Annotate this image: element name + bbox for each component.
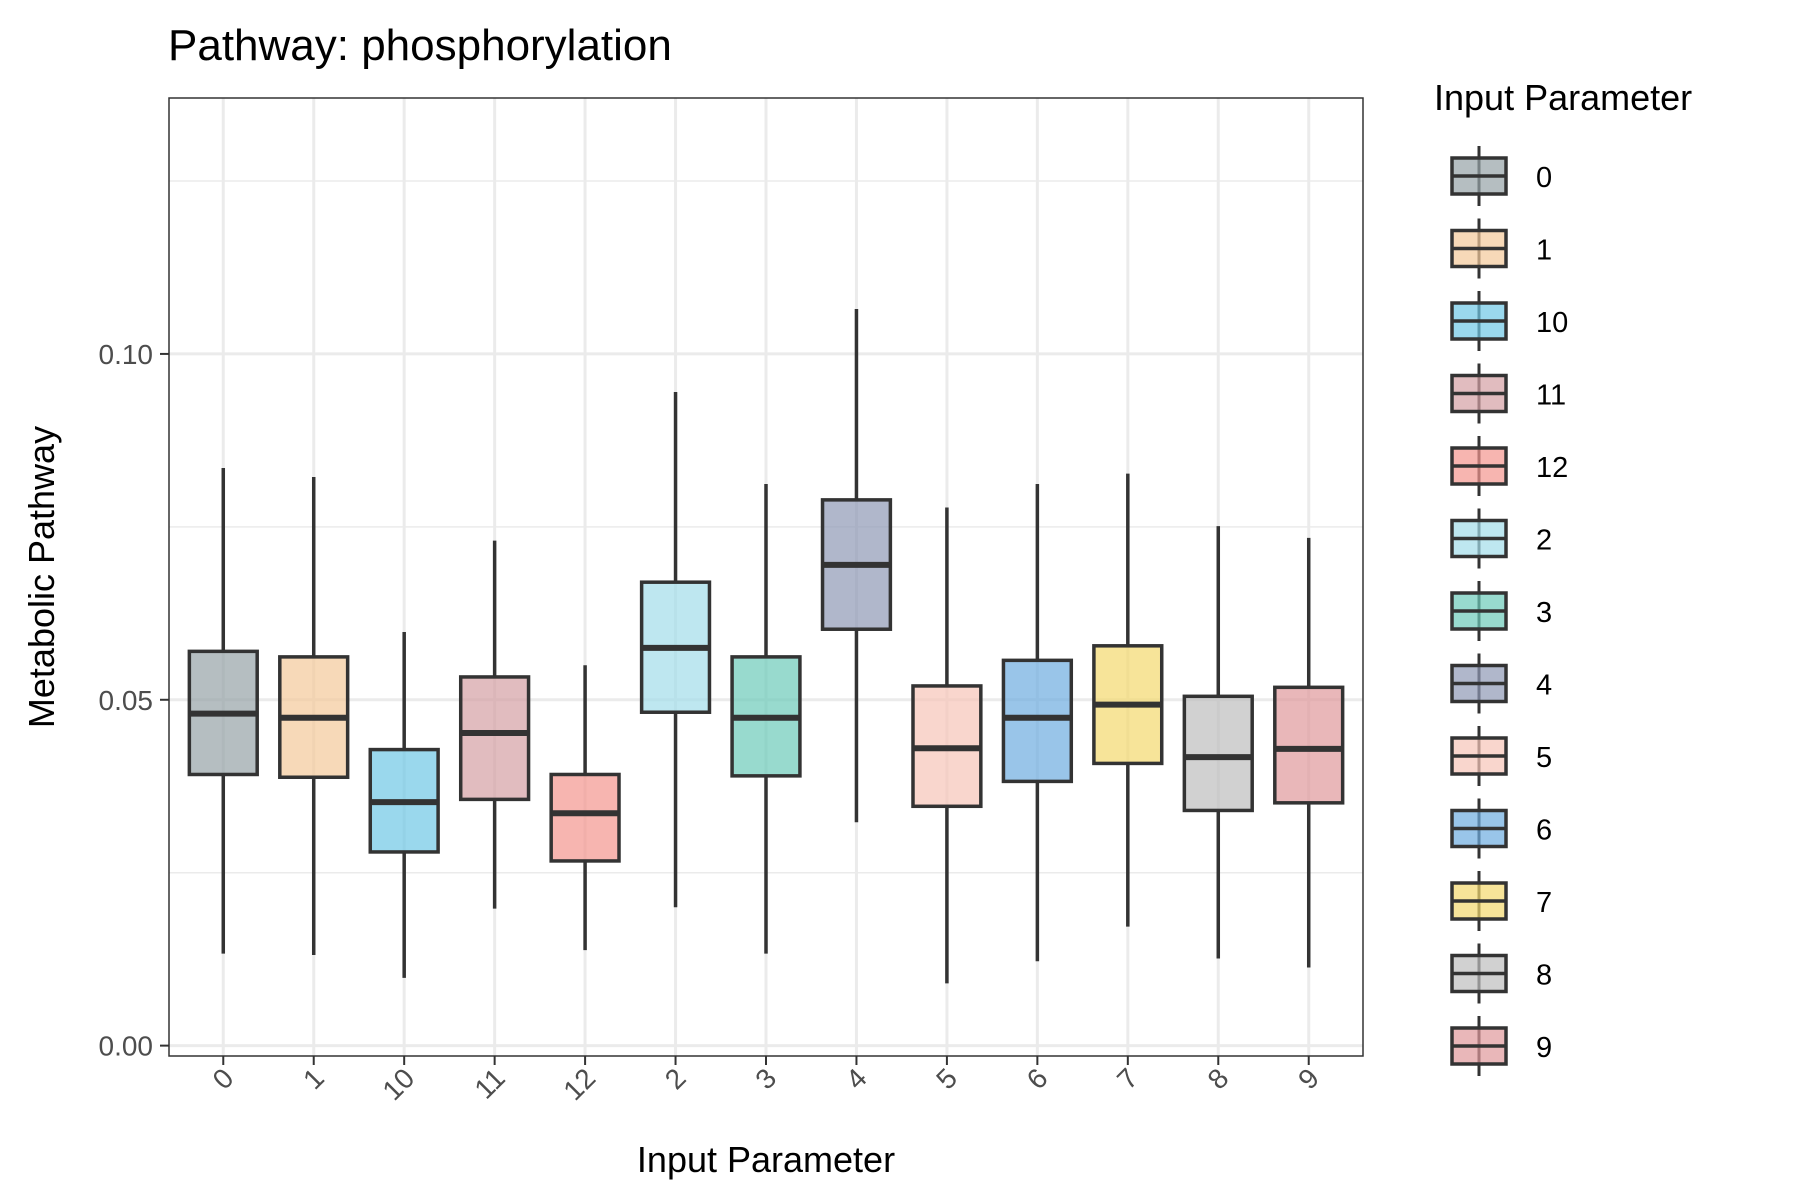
- box-4: [820, 308, 893, 823]
- box-11: [458, 540, 531, 909]
- legend-item-0: 0: [1450, 146, 1552, 206]
- legend-item-3: 3: [1450, 581, 1552, 641]
- box-body: [458, 675, 531, 802]
- legend-item-9: 9: [1450, 1016, 1552, 1076]
- y-tick-label: 0.00: [99, 1031, 154, 1062]
- box-body: [549, 772, 621, 863]
- legend-item-11: 11: [1450, 363, 1566, 424]
- box-body: [1273, 685, 1345, 805]
- x-tick-label: 9: [1292, 1062, 1325, 1095]
- legend-item-12: 12: [1450, 436, 1568, 496]
- legend-item-10: 10: [1450, 291, 1568, 351]
- legend-label: 2: [1536, 525, 1552, 557]
- x-tick-label: 5: [930, 1062, 963, 1095]
- x-tick-label: 1: [297, 1062, 330, 1095]
- legend-label: 7: [1536, 887, 1552, 919]
- legend-item-8: 8: [1450, 943, 1552, 1004]
- x-tick-label: 8: [1202, 1062, 1235, 1095]
- legend-title: Input Parameter: [1434, 77, 1692, 118]
- box-1: [278, 477, 350, 956]
- legend-label: 1: [1536, 235, 1552, 267]
- y-tick-label: 0.10: [99, 339, 154, 370]
- x-axis-title: Input Parameter: [637, 1139, 895, 1180]
- legend-label: 8: [1536, 960, 1552, 992]
- y-axis: 0.00 0.05 0.10: [99, 339, 169, 1062]
- legend-item-5: 5: [1450, 726, 1552, 786]
- y-tick-label: 0.05: [99, 685, 154, 716]
- legend-label: 11: [1536, 380, 1566, 412]
- legend-item-2: 2: [1450, 508, 1552, 569]
- box-5: [911, 507, 983, 984]
- box-8: [1182, 526, 1254, 959]
- x-tick-label: 7: [1111, 1062, 1144, 1095]
- chart-title: Pathway: phosphorylation: [168, 21, 672, 70]
- legend-item-1: 1: [1450, 218, 1552, 279]
- legend: 0 1 10 11 12 2 3 4 5 6 7 8 9: [1450, 146, 1568, 1076]
- x-tick-label: 0: [207, 1062, 240, 1095]
- x-tick-label: 6: [1021, 1062, 1054, 1095]
- box-3: [730, 483, 802, 954]
- y-axis-title: Metabolic Pathway: [21, 426, 62, 728]
- legend-item-7: 7: [1450, 871, 1552, 931]
- x-tick-label: 10: [376, 1062, 420, 1106]
- box-10: [368, 631, 440, 978]
- box-body: [1001, 658, 1074, 784]
- legend-label: 4: [1536, 670, 1552, 702]
- legend-item-6: 6: [1450, 798, 1552, 859]
- x-tick-label: 11: [468, 1062, 510, 1104]
- box-series: [187, 308, 1345, 984]
- x-tick-label: 4: [840, 1062, 873, 1095]
- box-body: [1182, 694, 1254, 813]
- legend-label: 10: [1536, 307, 1568, 339]
- x-axis: 0 1 10 11 12 2 3 4 5 6 7 8 9: [207, 1056, 1325, 1106]
- box-12: [549, 665, 621, 951]
- box-6: [1001, 483, 1074, 962]
- x-tick-label: 2: [659, 1062, 692, 1095]
- box-7: [1092, 473, 1164, 927]
- legend-label: 0: [1536, 162, 1552, 194]
- legend-label: 3: [1536, 597, 1552, 629]
- x-tick-label: 3: [749, 1062, 782, 1095]
- legend-label: 6: [1536, 815, 1552, 847]
- box-9: [1273, 537, 1345, 968]
- x-tick-label: 12: [557, 1062, 601, 1106]
- legend-label: 5: [1536, 742, 1552, 774]
- legend-label: 9: [1536, 1032, 1552, 1064]
- legend-label: 12: [1536, 452, 1568, 484]
- legend-item-4: 4: [1450, 653, 1552, 714]
- box-0: [187, 468, 259, 954]
- box-2: [639, 391, 712, 908]
